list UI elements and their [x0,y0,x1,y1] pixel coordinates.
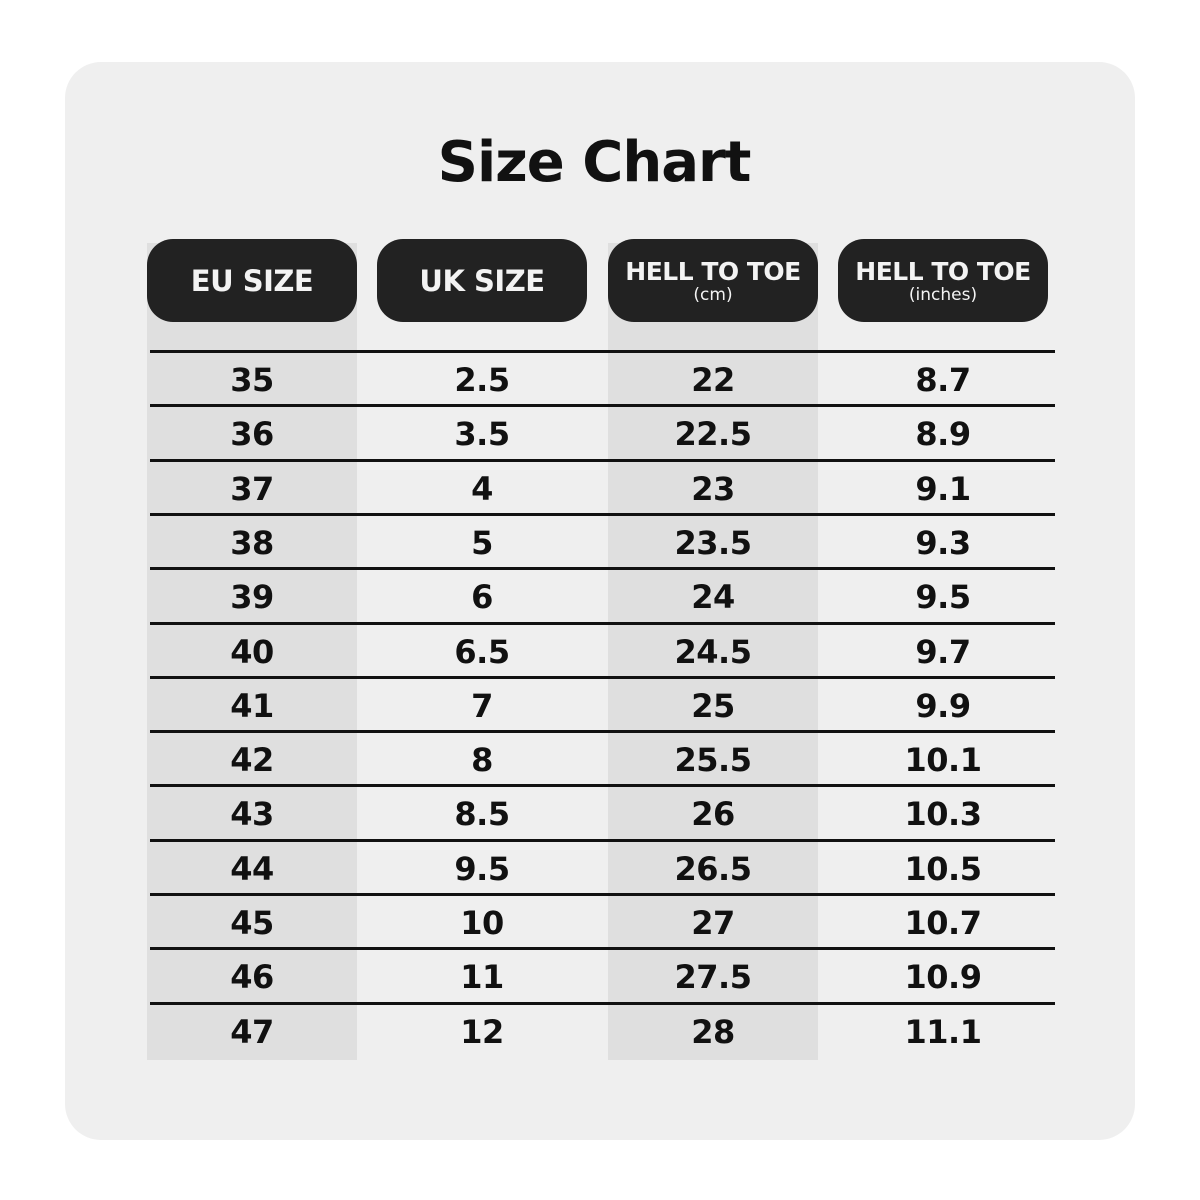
eu-size-cell: 41 [230,686,274,725]
inches-cell: 9.3 [915,523,971,562]
header-unit: (inches) [908,284,978,305]
row-divider [150,947,1055,951]
inches-cell: 10.9 [904,958,982,997]
inches-cell: 10.1 [904,741,982,780]
row-divider [150,1001,1055,1005]
cm-cell: 26.5 [674,849,752,888]
uk-size-cell: 6 [471,578,493,617]
cm-cell: 25 [691,686,735,725]
eu-size-cell: 35 [230,361,274,399]
uk-size-cell: 7 [471,686,493,725]
cm-column-shading [608,243,818,1060]
inches-cell: 8.9 [915,415,971,454]
uk-size-cell: 6.5 [454,632,510,671]
row-divider [150,675,1055,679]
cm-cell: 25.5 [674,741,752,780]
eu-size-cell: 40 [230,632,274,671]
header-label: HELL TO TOE [855,256,1031,286]
inches-cell: 9.9 [915,686,971,725]
inches-cell: 11.1 [904,1012,982,1051]
header-label: HELL TO TOE [625,256,801,286]
row-divider [150,567,1055,571]
eu-size-cell: 42 [230,741,274,780]
inches-cell: 9.5 [915,578,971,617]
uk-size-cell: 4 [471,469,493,508]
cm-cell: 27.5 [674,958,752,997]
header-uk-size: UK SIZE [377,239,587,322]
header-heel-to-toe-inches: HELL TO TOE (inches) [838,239,1048,322]
eu-size-cell: 36 [230,415,274,454]
row-divider [150,350,1055,353]
cm-cell: 27 [691,904,735,942]
row-divider [150,730,1055,734]
page-title: Size Chart [437,130,752,195]
header-label: EU SIZE [190,263,314,298]
eu-size-cell: 38 [230,523,274,562]
cm-cell: 22 [691,361,735,399]
row-divider [150,838,1055,842]
inches-cell: 8.7 [915,361,971,399]
uk-size-cell: 8.5 [454,795,510,834]
inches-cell: 9.7 [915,632,971,671]
uk-size-cell: 2.5 [454,361,510,399]
uk-size-cell: 12 [460,1012,504,1051]
uk-size-cell: 9.5 [454,849,510,888]
cm-cell: 28 [691,1012,735,1051]
inches-cell: 9.1 [915,469,971,508]
cm-cell: 24.5 [674,632,752,671]
eu-size-cell: 45 [230,904,274,942]
eu-size-cell: 39 [230,578,274,617]
row-divider [150,458,1055,462]
header-heel-to-toe-cm: HELL TO TOE (cm) [608,239,818,322]
header-unit: (cm) [693,284,733,305]
row-divider [150,404,1055,408]
eu-size-cell: 37 [230,469,274,508]
cm-cell: 26 [691,795,735,834]
cm-cell: 24 [691,578,735,617]
eu-size-cell: 43 [230,795,274,834]
row-divider [150,784,1055,788]
eu-size-cell: 44 [230,849,274,888]
uk-size-cell: 3.5 [454,415,510,454]
cm-cell: 23.5 [674,523,752,562]
inches-cell: 10.7 [904,904,982,942]
uk-size-cell: 10 [460,904,504,942]
header-eu-size: EU SIZE [147,239,357,322]
inches-cell: 10.5 [904,849,982,888]
cm-cell: 22.5 [674,415,752,454]
cm-cell: 23 [691,469,735,508]
row-divider [150,512,1055,516]
row-divider [150,621,1055,625]
eu-size-cell: 46 [230,958,274,997]
row-divider [150,893,1055,896]
eu-column-shading [147,243,357,1060]
eu-size-cell: 47 [230,1012,274,1051]
header-label: UK SIZE [419,263,545,298]
uk-size-cell: 8 [471,741,493,780]
uk-size-cell: 11 [460,958,504,997]
inches-cell: 10.3 [904,795,982,834]
uk-size-cell: 5 [471,523,493,562]
